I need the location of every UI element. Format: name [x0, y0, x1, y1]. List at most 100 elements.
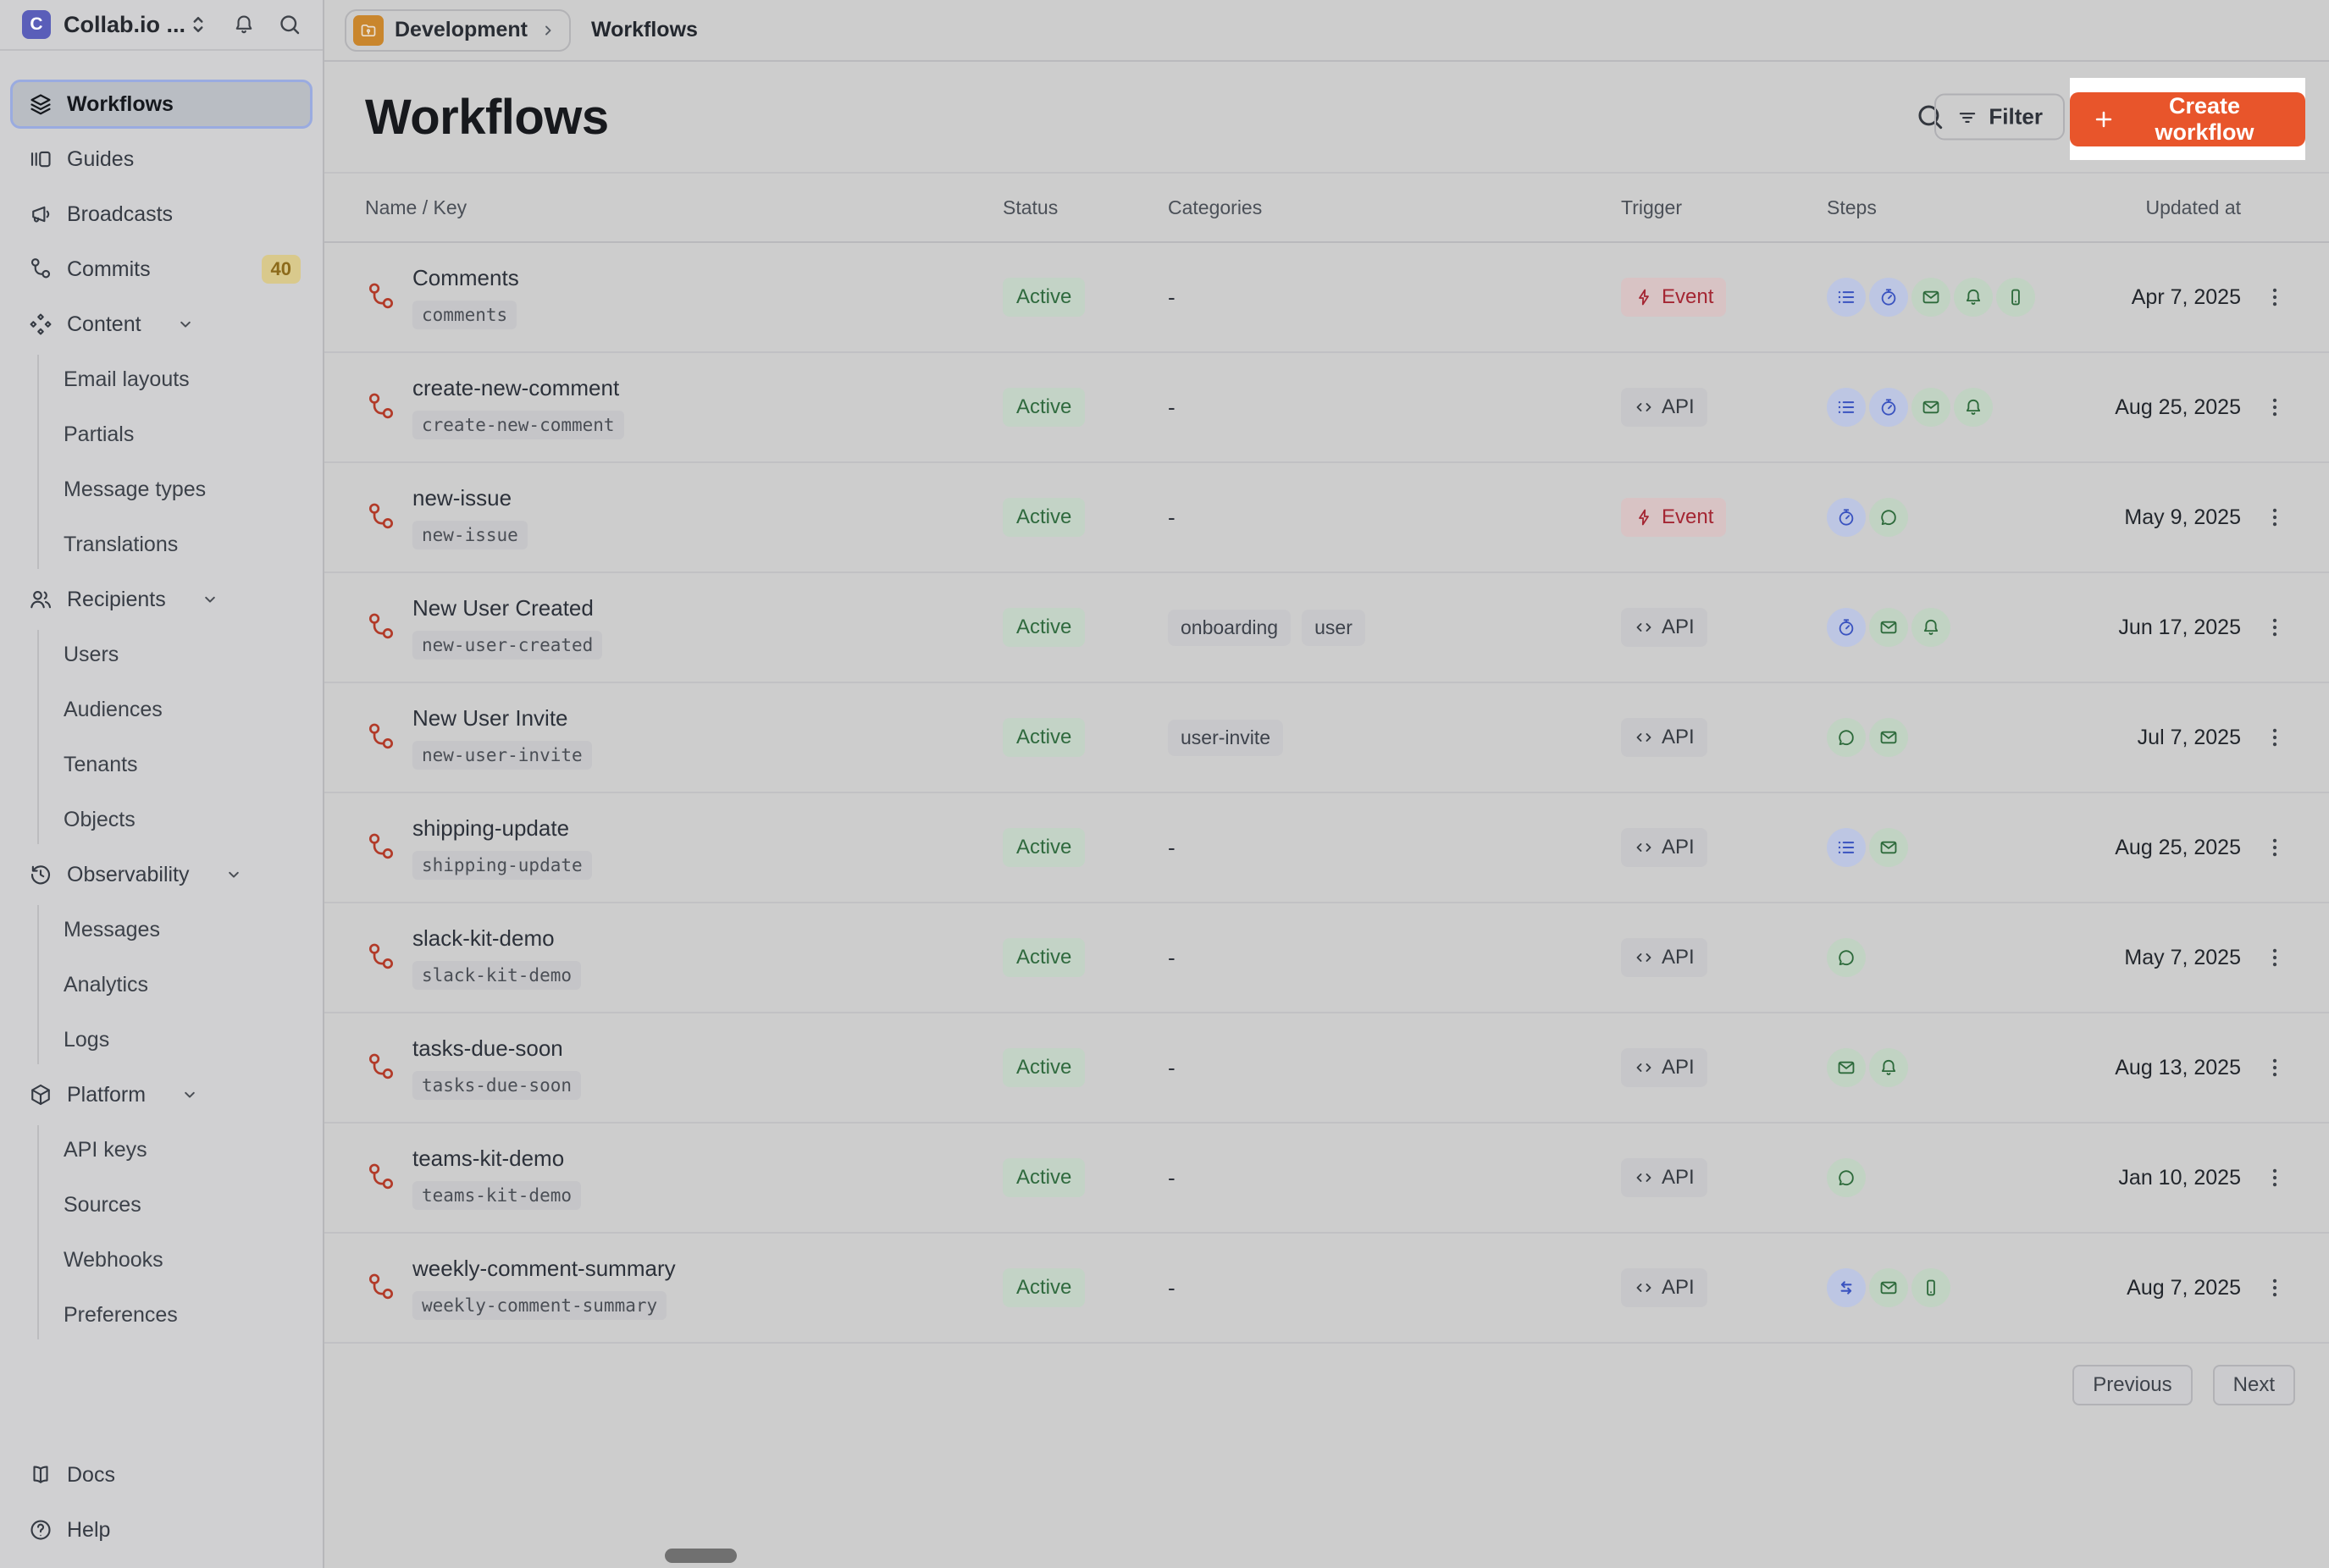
table-row[interactable]: new-issue new-issue Active - Event May 9, 202…: [324, 463, 2329, 573]
status-badge: Active: [1003, 498, 1086, 537]
sidebar-item-workflows[interactable]: Workflows: [10, 80, 313, 129]
code-icon: [1634, 397, 1654, 417]
row-menu-button[interactable]: [2256, 1159, 2293, 1196]
breadcrumb-current: Workflows: [590, 18, 698, 41]
row-menu-button[interactable]: [2256, 1049, 2293, 1086]
row-menu-button[interactable]: [2256, 609, 2293, 646]
next-page-button[interactable]: Next: [2212, 1365, 2295, 1405]
code-icon: [1634, 837, 1654, 858]
sidebar-item-email-layouts[interactable]: Email layouts: [64, 367, 190, 391]
environment-switcher[interactable]: Development: [345, 8, 571, 52]
step-chat-icon: [1869, 498, 1908, 537]
filter-label: Filter: [1989, 103, 2043, 130]
table-row[interactable]: create-new-comment create-new-comment Acti…: [324, 353, 2329, 463]
filter-button[interactable]: Filter: [1934, 93, 2065, 141]
categories-cell: -: [1168, 1165, 1621, 1191]
notifications-bell-icon[interactable]: [231, 12, 257, 37]
environment-label: Development: [395, 18, 528, 41]
empty-categories: -: [1168, 944, 1176, 970]
row-menu-button[interactable]: [2256, 939, 2293, 976]
sidebar-item-observability[interactable]: Observability: [10, 850, 313, 899]
categories-cell: -: [1168, 945, 1621, 971]
status-badge: Active: [1003, 1158, 1086, 1197]
sidebar-item-broadcasts[interactable]: Broadcasts: [10, 190, 313, 239]
sidebar-item-analytics[interactable]: Analytics: [64, 972, 149, 997]
step-mail-icon: [1869, 828, 1908, 867]
previous-page-button[interactable]: Previous: [2072, 1365, 2193, 1405]
sidebar-item-help[interactable]: Help: [10, 1505, 313, 1554]
status-badge: Active: [1003, 608, 1086, 647]
sidebar-item-sources[interactable]: Sources: [64, 1192, 141, 1217]
table-row[interactable]: New User Invite new-user-invite Active user…: [324, 683, 2329, 793]
content-subnav: Email layouts Partials Message types Transl…: [37, 355, 313, 569]
sidebar-item-docs[interactable]: Docs: [10, 1450, 313, 1499]
horizontal-scrollbar[interactable]: [665, 1549, 737, 1563]
updated-at: May 7, 2025: [2124, 945, 2241, 969]
sidebar-item-logs[interactable]: Logs: [64, 1027, 110, 1052]
step-timer-icon: [1827, 498, 1866, 537]
guides-icon: [28, 146, 53, 172]
trigger-badge-api: API: [1621, 1268, 1707, 1307]
trigger-badge-api: API: [1621, 388, 1707, 427]
sidebar-search-icon[interactable]: [277, 12, 302, 37]
workflow-icon: [365, 611, 397, 643]
status-badge: Active: [1003, 938, 1086, 977]
sidebar-item-recipients[interactable]: Recipients: [10, 575, 313, 624]
sidebar-item-preferences[interactable]: Preferences: [64, 1302, 178, 1327]
row-menu-button[interactable]: [2256, 829, 2293, 866]
sidebar-item-platform[interactable]: Platform: [10, 1070, 313, 1119]
row-menu-button[interactable]: [2256, 389, 2293, 426]
trigger-badge-api: API: [1621, 828, 1707, 867]
sidebar-item-commits[interactable]: Commits 40: [10, 245, 313, 294]
row-menu-button[interactable]: [2256, 279, 2293, 316]
workflow-name: shipping-update: [412, 815, 570, 841]
table-row[interactable]: New User Created new-user-created Active on…: [324, 573, 2329, 683]
sidebar-item-messages[interactable]: Messages: [64, 917, 160, 941]
workflow-key: weekly-comment-summary: [412, 1291, 667, 1320]
folder-icon: [353, 14, 384, 46]
empty-categories: -: [1168, 1274, 1176, 1300]
sidebar-item-guides[interactable]: Guides: [10, 135, 313, 184]
empty-categories: -: [1168, 504, 1176, 530]
status-badge: Active: [1003, 278, 1086, 317]
table-row[interactable]: Comments comments Active - Event Apr 7, 2025: [324, 243, 2329, 353]
sidebar-item-translations[interactable]: Translations: [64, 532, 179, 556]
sidebar-item-users[interactable]: Users: [64, 642, 119, 666]
sidebar-item-webhooks[interactable]: Webhooks: [64, 1247, 163, 1272]
row-menu-button[interactable]: [2256, 719, 2293, 756]
sidebar-item-partials[interactable]: Partials: [64, 422, 135, 446]
sidebar-item-api-keys[interactable]: API keys: [64, 1137, 147, 1162]
steps-cell: [1827, 1048, 2098, 1087]
workspace-switcher-icon[interactable]: [185, 12, 211, 37]
workflow-name: new-issue: [412, 485, 512, 511]
table-row[interactable]: shipping-update shipping-update Active - API…: [324, 793, 2329, 903]
workflow-name: New User Invite: [412, 705, 568, 731]
row-menu-button[interactable]: [2256, 499, 2293, 536]
step-phone-icon: [1911, 1268, 1950, 1307]
step-list-icon: [1827, 278, 1866, 317]
sidebar-item-tenants[interactable]: Tenants: [64, 752, 138, 776]
sidebar-item-message-types[interactable]: Message types: [64, 477, 207, 501]
create-workflow-button[interactable]: Create workflow: [2070, 91, 2305, 146]
table-row[interactable]: weekly-comment-summary weekly-comment-sum…: [324, 1234, 2329, 1344]
layers-icon: [28, 91, 53, 117]
steps-cell: [1827, 718, 2098, 757]
commits-count-badge: 40: [261, 255, 301, 284]
workflow-key: shipping-update: [412, 851, 592, 880]
steps-cell: [1827, 498, 2098, 537]
table-row[interactable]: teams-kit-demo teams-kit-demo Active - API Ja…: [324, 1124, 2329, 1234]
row-menu-button[interactable]: [2256, 1269, 2293, 1306]
table-row[interactable]: slack-kit-demo slack-kit-demo Active - API Ma…: [324, 903, 2329, 1013]
workflow-icon: [365, 941, 397, 974]
step-bell-icon: [1954, 388, 1993, 427]
updated-at: Aug 25, 2025: [2115, 395, 2241, 419]
table-row[interactable]: tasks-due-soon tasks-due-soon Active - API Au…: [324, 1013, 2329, 1124]
sidebar-item-content[interactable]: Content: [10, 300, 313, 349]
column-categories: Categories: [1168, 196, 1263, 218]
sidebar-item-audiences[interactable]: Audiences: [64, 697, 163, 721]
sidebar-item-objects[interactable]: Objects: [64, 807, 136, 831]
book-icon: [28, 1462, 53, 1488]
updated-at: Aug 25, 2025: [2115, 835, 2241, 859]
title-bar: Workflows Filter: [324, 62, 2329, 174]
bolt-icon: [1634, 507, 1654, 527]
